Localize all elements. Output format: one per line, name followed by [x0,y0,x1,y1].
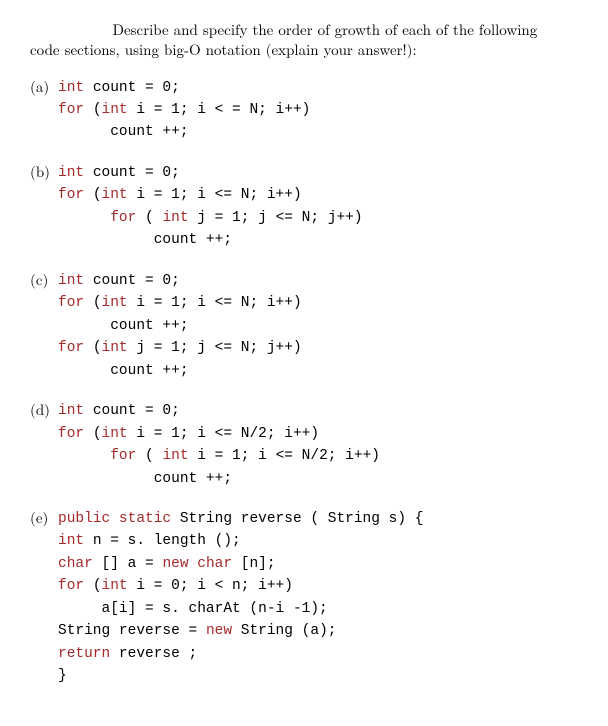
code-token: String reverse = [58,623,206,639]
code-token: int [162,210,197,226]
code-token: int [102,187,137,203]
code-token: int [102,340,137,356]
code-item: (a)int count = 0; for (int i = 1; i < = … [30,77,588,144]
code-token: count ++; [58,471,232,487]
code-token: a[i] = s. charAt (n-i -1); [58,601,328,617]
code-token: String (a); [241,623,337,639]
code-token: for [110,210,145,226]
code-token: count = 0; [93,403,180,419]
code-item: (b)int count = 0; for (int i = 1; i <= N… [30,162,588,252]
code-token: i = 1; i < = N; i++) [136,102,310,118]
code-token: for [110,448,145,464]
code-token: count ++; [58,363,189,379]
code-token: i = 1; i <= N/2; i++) [197,448,380,464]
code-token: j = 1; j <= N; j++) [197,210,362,226]
code-item: (e)public static String reverse ( String… [30,508,588,688]
code-token: int [102,102,137,118]
code-token: i = 1; i <= N/2; i++) [136,426,319,442]
code-token: count = 0; [93,165,180,181]
code-token: int [102,426,137,442]
code-token: reverse ; [119,646,197,662]
intro-line-1: Describe and specify the order of growth… [30,20,588,40]
item-label: (d) [30,400,58,420]
intro-paragraph: Describe and specify the order of growth… [30,20,588,61]
items-list: (a)int count = 0; for (int i = 1; i < = … [30,77,588,688]
code-token: int [58,403,93,419]
code-token: [] a = [102,556,163,572]
code-token: count = 0; [93,80,180,96]
code-block: int count = 0; for (int i = 1; i < = N; … [58,77,310,144]
code-item: (c)int count = 0; for (int i = 1; i <= N… [30,270,588,382]
code-item: (d)int count = 0; for (int i = 1; i <= N… [30,400,588,490]
code-token: count ++; [58,232,232,248]
code-token: for [58,102,93,118]
code-token: int [102,295,137,311]
code-token: ( [93,295,102,311]
code-token: i = 1; i <= N; i++) [136,295,301,311]
code-token: count ++; [58,124,189,140]
code-token [58,210,110,226]
code-token: ( [145,448,162,464]
code-token: [n]; [241,556,276,572]
code-token: j = 1; j <= N; j++) [136,340,301,356]
item-label: (a) [30,77,58,97]
code-block: int count = 0; for (int i = 1; i <= N; i… [58,270,302,382]
code-token: n = s. length (); [93,533,241,549]
code-token: int [58,80,93,96]
code-token: for [58,295,93,311]
code-token: count ++; [58,318,189,334]
code-token: for [58,578,93,594]
item-label: (c) [30,270,58,290]
code-token: int [58,273,93,289]
code-token: i = 1; i <= N; i++) [136,187,301,203]
code-token: int [58,165,93,181]
item-label: (b) [30,162,58,182]
code-token: i = 0; i < n; i++) [136,578,293,594]
code-token: return [58,646,119,662]
code-token: new char [162,556,240,572]
code-block: int count = 0; for (int i = 1; i <= N/2;… [58,400,380,490]
code-token: String reverse ( String s) { [180,511,424,527]
code-token: for [58,340,93,356]
code-token: for [58,426,93,442]
code-token: int [58,533,93,549]
code-block: public static String reverse ( String s)… [58,508,423,688]
code-token: } [58,668,67,684]
code-token: public static [58,511,180,527]
code-token: for [58,187,93,203]
code-token: new [206,623,241,639]
code-block: int count = 0; for (int i = 1; i <= N; i… [58,162,363,252]
code-token: ( [93,578,102,594]
code-token: ( [145,210,162,226]
code-token: char [58,556,102,572]
intro-line-2: code sections, using big-O notation (exp… [30,40,588,60]
code-token [58,448,110,464]
code-token: int [162,448,197,464]
code-token: count = 0; [93,273,180,289]
code-token: ( [93,102,102,118]
code-token: ( [93,187,102,203]
code-token: int [102,578,137,594]
item-label: (e) [30,508,58,528]
code-token: ( [93,426,102,442]
code-token: ( [93,340,102,356]
